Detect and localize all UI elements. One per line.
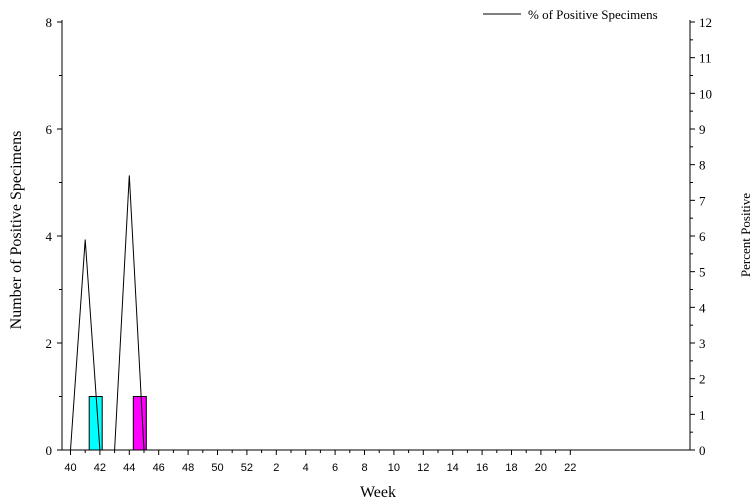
y-right-tick-label: 5 bbox=[699, 265, 706, 280]
y-right-tick-label: 10 bbox=[699, 86, 712, 101]
axes bbox=[61, 20, 691, 451]
x-tick-label: 10 bbox=[388, 462, 400, 474]
legend-label: % of Positive Specimens bbox=[528, 7, 658, 22]
y-right-tick-label: 2 bbox=[699, 372, 706, 387]
x-tick-label: 18 bbox=[505, 462, 517, 474]
y-right-tick-label: 0 bbox=[699, 443, 706, 458]
x-tick-label: 46 bbox=[153, 462, 165, 474]
y-right-tick-label: 9 bbox=[699, 122, 706, 137]
legend: % of Positive Specimens bbox=[483, 7, 658, 22]
y-right-axis-title: Percent Positive bbox=[738, 193, 753, 277]
y-right-tick-label: 11 bbox=[699, 51, 712, 66]
bar bbox=[132, 396, 147, 451]
x-tick-label: 14 bbox=[447, 462, 459, 474]
y-right-tick-label: 4 bbox=[699, 300, 706, 315]
x-tick-label: 4 bbox=[303, 462, 309, 474]
y-left-tick-label: 8 bbox=[46, 15, 53, 30]
x-tick-label: 8 bbox=[361, 462, 367, 474]
x-tick-label: 20 bbox=[535, 462, 547, 474]
x-tick-label: 12 bbox=[417, 462, 429, 474]
y-right-tick-label: 12 bbox=[699, 15, 712, 30]
x-tick-label: 48 bbox=[182, 462, 194, 474]
x-tick-label: 52 bbox=[241, 462, 253, 474]
y-right-tick-label: 6 bbox=[699, 229, 706, 244]
y-right-tick-label: 1 bbox=[699, 407, 706, 422]
y-right-tick-label: 8 bbox=[699, 158, 706, 173]
y-left-tick-label: 6 bbox=[46, 122, 53, 137]
y-right-tick-label: 3 bbox=[699, 336, 706, 351]
y-left-tick-label: 4 bbox=[46, 229, 53, 244]
x-tick-label: 16 bbox=[476, 462, 488, 474]
x-tick-label: 50 bbox=[211, 462, 223, 474]
x-tick-label: 2 bbox=[273, 462, 279, 474]
x-tick-label: 40 bbox=[64, 462, 76, 474]
y-right-tick-label: 7 bbox=[699, 193, 706, 208]
x-tick-label: 44 bbox=[123, 462, 135, 474]
y-left-tick-label: 2 bbox=[46, 336, 53, 351]
bar bbox=[88, 396, 103, 451]
x-axis-title: Week bbox=[360, 484, 396, 500]
x-tick-label: 42 bbox=[94, 462, 106, 474]
x-tick-label: 6 bbox=[332, 462, 338, 474]
y-left-tick-label: 0 bbox=[46, 443, 53, 458]
y-left-axis-title: Number of Positive Specimens bbox=[8, 131, 25, 330]
x-tick-label: 22 bbox=[564, 462, 576, 474]
